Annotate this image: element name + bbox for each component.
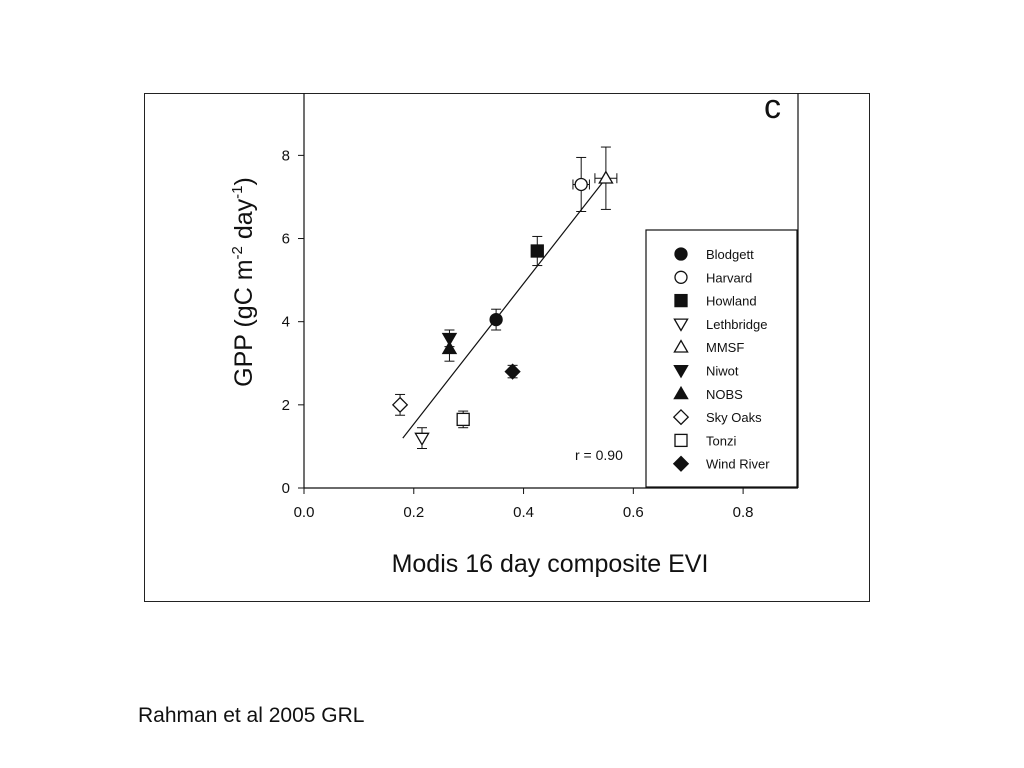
y-title-sup2: -1 xyxy=(229,186,246,199)
y-tick-label: 4 xyxy=(282,314,290,331)
legend-item-sky-oaks: Sky Oaks xyxy=(672,408,762,426)
y-tick-label: 8 xyxy=(282,147,290,164)
legend-label: Wind River xyxy=(706,457,770,472)
point-mmsf xyxy=(594,146,618,210)
x-tick-label: 0.6 xyxy=(623,504,644,521)
x-tick-label: 0.8 xyxy=(733,504,754,521)
legend: Blodgett Harvard Howland Lethbridge MMSF Niwo… xyxy=(645,229,798,488)
y-tick-label: 0 xyxy=(282,480,290,497)
legend-label: Sky Oaks xyxy=(706,410,762,425)
correlation-annotation: r = 0.90 xyxy=(575,447,623,463)
legend-label: MMSF xyxy=(706,340,744,355)
legend-label: NOBS xyxy=(706,387,743,402)
legend-item-wind-river: Wind River xyxy=(672,455,770,472)
point-wind-river xyxy=(504,363,521,380)
x-tick-label: 0.2 xyxy=(403,504,424,521)
marker-blodgett xyxy=(489,312,503,327)
legend-item-tonzi: Tonzi xyxy=(674,433,736,448)
figure-caption: Rahman et al 2005 GRL xyxy=(138,704,365,727)
marker-mmsf xyxy=(598,170,614,184)
regression-line xyxy=(402,177,607,439)
y-tick-label: 2 xyxy=(282,397,290,414)
legend-marker-blodgett xyxy=(674,247,688,261)
point-blodgett xyxy=(489,308,503,331)
fit-line-group xyxy=(402,177,607,439)
x-tick-label: 0.4 xyxy=(513,504,534,521)
point-tonzi xyxy=(456,410,470,429)
axes: 0.0 0.2 0.4 0.6 0.8 0 2 4 6 8 xyxy=(282,93,799,521)
legend-item-niwot: Niwot xyxy=(673,364,739,379)
legend-marker-harvard xyxy=(674,270,688,284)
y-tick-label: 6 xyxy=(282,231,290,248)
legend-marker-sky-oaks xyxy=(672,408,690,426)
point-sky-oaks xyxy=(391,393,409,416)
y-title-base: GPP (gC m xyxy=(230,259,258,386)
marker-tonzi xyxy=(456,412,470,427)
legend-item-harvard: Harvard xyxy=(674,270,752,285)
marker-lethbridge xyxy=(414,432,430,447)
marker-harvard xyxy=(574,177,588,192)
legend-label: Lethbridge xyxy=(706,317,767,332)
data-points xyxy=(391,146,618,449)
legend-item-mmsf: MMSF xyxy=(673,339,744,355)
y-title-end: ) xyxy=(230,177,258,185)
legend-item-howland: Howland xyxy=(674,293,757,309)
x-tick-label: 0.0 xyxy=(294,504,315,521)
panel-label: c xyxy=(764,88,781,126)
legend-box xyxy=(645,229,798,488)
marker-sky-oaks xyxy=(391,396,409,413)
legend-item-lethbridge: Lethbridge xyxy=(673,317,767,332)
legend-marker-tonzi xyxy=(674,433,688,448)
legend-label: Niwot xyxy=(706,364,739,379)
point-harvard xyxy=(572,156,590,212)
legend-marker-mmsf xyxy=(673,339,689,353)
point-howland xyxy=(530,235,544,267)
point-nobs xyxy=(441,335,458,362)
y-title-sup1: -2 xyxy=(229,246,246,259)
legend-marker-niwot xyxy=(673,365,689,379)
legend-marker-wind-river xyxy=(672,455,690,472)
marker-nobs xyxy=(441,340,458,355)
marker-wind-river xyxy=(504,363,521,380)
legend-marker-nobs xyxy=(673,385,689,400)
y-title-mid: day xyxy=(230,198,258,246)
legend-label: Harvard xyxy=(706,270,752,285)
x-axis-title: Modis 16 day composite EVI xyxy=(392,550,709,578)
y-axis-title: GPP (gC m-2 day-1) xyxy=(229,177,258,387)
legend-marker-lethbridge xyxy=(673,318,689,332)
legend-label: Tonzi xyxy=(706,433,736,448)
marker-howland xyxy=(530,244,544,258)
legend-marker-howland xyxy=(674,293,688,308)
legend-label: Blodgett xyxy=(706,247,754,262)
legend-item-blodgett: Blodgett xyxy=(674,247,754,262)
point-lethbridge xyxy=(414,427,430,449)
legend-label: Howland xyxy=(706,294,757,309)
legend-item-nobs: NOBS xyxy=(673,385,743,402)
